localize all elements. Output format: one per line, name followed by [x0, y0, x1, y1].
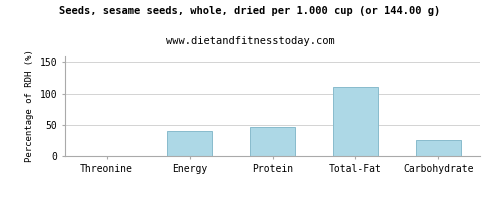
Y-axis label: Percentage of RDH (%): Percentage of RDH (%) — [25, 50, 34, 162]
Bar — [332, 87, 378, 156]
Bar — [167, 131, 212, 156]
Text: www.dietandfitnesstoday.com: www.dietandfitnesstoday.com — [166, 36, 334, 46]
Bar — [416, 140, 461, 156]
Text: Seeds, sesame seeds, whole, dried per 1.000 cup (or 144.00 g): Seeds, sesame seeds, whole, dried per 1.… — [60, 6, 440, 16]
Bar — [250, 127, 296, 156]
